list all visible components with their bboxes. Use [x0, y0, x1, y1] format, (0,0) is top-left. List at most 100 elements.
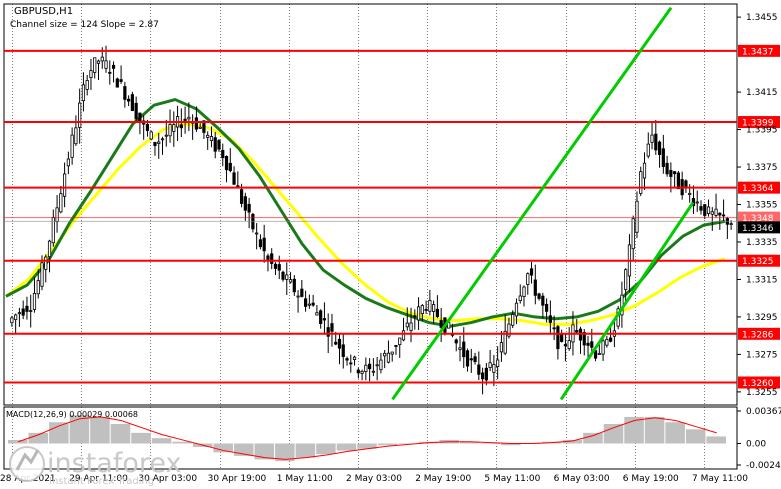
candle-body	[32, 293, 37, 310]
macd-bar	[459, 441, 480, 444]
candle-body	[537, 293, 541, 299]
candle-body	[503, 330, 507, 354]
macd-bar	[8, 439, 28, 444]
candle-body	[221, 149, 225, 159]
candle-body	[601, 340, 605, 355]
y-tick-label: 1.3395	[746, 126, 778, 136]
candle-body	[541, 295, 545, 306]
candle-body	[706, 206, 711, 214]
macd-bar	[172, 441, 192, 444]
macd-bar	[131, 432, 151, 444]
candle-body	[688, 192, 692, 195]
candle-body	[654, 133, 658, 151]
candle-body	[149, 131, 153, 140]
candle-body	[123, 86, 127, 100]
candle-body	[545, 303, 549, 312]
candle-body	[10, 317, 14, 324]
candle-body	[609, 337, 613, 342]
candle-body	[699, 206, 703, 211]
candle-body	[127, 98, 131, 102]
candle-body	[258, 239, 263, 248]
candle-body	[322, 318, 327, 321]
candle-body	[307, 303, 311, 306]
candle-body	[247, 203, 251, 213]
y-tick-label: 1.3295	[746, 313, 778, 323]
candle-body	[435, 308, 439, 318]
candle-body	[44, 256, 48, 270]
candle-body	[224, 156, 229, 171]
candle-body	[526, 273, 530, 285]
y-tick-label: 1.3455	[746, 13, 778, 23]
candle-body	[304, 298, 308, 307]
level-tag	[738, 116, 780, 129]
candle-body	[172, 124, 176, 132]
candle-body	[586, 342, 590, 346]
candle-body	[473, 356, 477, 363]
level-label: 1.3364	[742, 184, 774, 194]
macd-bar	[275, 443, 295, 462]
candle-body	[639, 171, 643, 194]
macd-bar	[706, 436, 726, 444]
candle-body	[330, 323, 334, 332]
candle-body	[63, 173, 67, 197]
level-tag	[738, 327, 780, 340]
level-label: 1.3325	[742, 257, 774, 267]
candle-body	[480, 372, 485, 380]
macd-bar	[624, 416, 644, 444]
macd-bar	[49, 422, 69, 444]
candle-body	[360, 370, 364, 374]
ma-slow-line	[5, 122, 726, 326]
candle-body	[356, 369, 360, 374]
x-tick-label: 7 May 11:00	[692, 474, 748, 484]
candle-body	[326, 327, 330, 337]
candle-body	[556, 326, 560, 350]
candle-body	[29, 310, 33, 312]
macd-panel: 0.00367 0.00 -0.00243	[8, 407, 781, 471]
level-tag	[738, 376, 780, 389]
candle-body	[560, 333, 564, 342]
candle-body	[145, 124, 150, 131]
candle-body	[499, 342, 504, 353]
candle-body	[78, 102, 82, 128]
macd-bar	[69, 415, 90, 444]
x-tick-label: 2 May 03:00	[346, 474, 402, 484]
candle-body	[492, 364, 496, 373]
level-label: 1.3286	[742, 330, 774, 340]
x-tick-label: 2 May 19:00	[415, 474, 471, 484]
candle-body	[292, 278, 296, 293]
candle-body	[661, 148, 665, 167]
macd-bar	[603, 424, 624, 444]
candle-body	[605, 339, 609, 346]
level-tag	[738, 254, 780, 267]
candle-body	[14, 314, 18, 321]
macd-label: MACD(12,26,9) 0.00029 0.00068	[6, 410, 138, 419]
candle-body	[703, 204, 707, 216]
price-axis: 1.3455 1.3415 1.3395 1.3375 1.3355 1.3335 1.33…	[737, 13, 778, 398]
candle-body	[432, 304, 436, 312]
ma-fast-line	[5, 98, 726, 328]
candle-body	[334, 341, 338, 345]
candle-body	[458, 347, 462, 350]
y-tick-label: 1.3335	[746, 238, 778, 248]
candle-body	[213, 137, 217, 152]
candle-body	[239, 189, 244, 204]
x-tick-label: 5 May 11:00	[484, 474, 540, 484]
candle-body	[17, 312, 22, 315]
candle-body	[409, 322, 413, 331]
candle-body	[420, 305, 424, 315]
candle-body	[345, 358, 349, 361]
candle-body	[236, 185, 240, 188]
candle-body	[413, 315, 417, 318]
candle-body	[111, 64, 116, 69]
candle-body	[66, 158, 70, 167]
candle-body	[160, 138, 165, 141]
grid	[3, 3, 738, 470]
brand-name: instaforex	[47, 448, 181, 479]
macd-frame	[3, 406, 738, 470]
macd-bar	[583, 432, 603, 444]
support-resistance-levels: 1.3437 1.3399 1.3364 1.3325 1.3286 1.3260 1.33…	[4, 44, 780, 389]
symbol-label: GBPUSD,H1	[14, 6, 73, 17]
channel-label: Channel size = 124 Slope = 2.87	[10, 20, 159, 30]
x-tick-label: 30 Apr 03:00	[138, 474, 197, 484]
candle-body	[401, 330, 406, 341]
